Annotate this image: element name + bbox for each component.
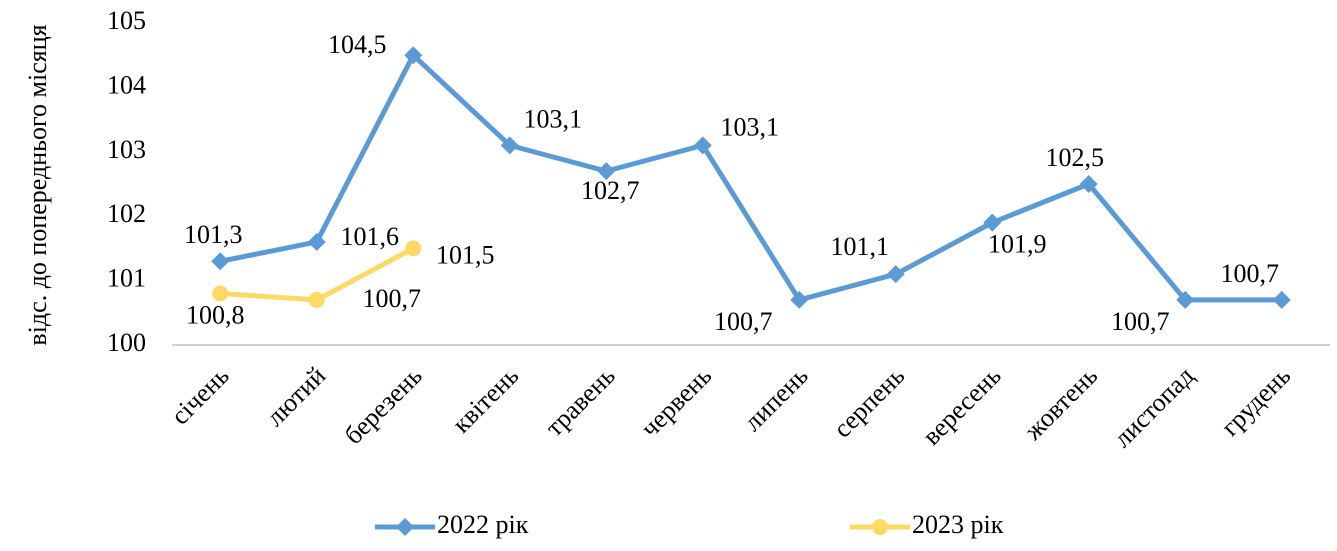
data-label: 100,7	[363, 284, 422, 313]
data-label: 100,7	[1111, 307, 1170, 336]
data-label: 101,5	[436, 240, 495, 269]
point	[405, 240, 422, 257]
data-label: 101,3	[184, 220, 243, 249]
data-label: 104,5	[328, 30, 387, 59]
data-label: 103,1	[721, 112, 780, 141]
y-tick-label: 102	[107, 199, 146, 228]
data-label: 100,7	[1221, 259, 1280, 288]
point	[500, 136, 519, 155]
data-label: 101,9	[988, 230, 1047, 259]
x-tick-label: січень	[165, 361, 235, 431]
x-tick-label: серпень	[828, 361, 911, 444]
x-tick-label: лютий	[260, 361, 331, 432]
data-label: 101,1	[831, 232, 890, 261]
point	[212, 285, 229, 302]
x-tick-label: листопад	[1108, 361, 1200, 453]
legend-marker	[396, 518, 414, 536]
point	[597, 162, 616, 181]
x-tick-label: травень	[540, 361, 621, 442]
point	[211, 252, 230, 271]
data-label: 100,8	[186, 300, 245, 329]
series-line	[219, 52, 1282, 303]
data-label: 100,7	[714, 307, 773, 336]
data-label: 101,6	[341, 222, 400, 251]
point	[404, 46, 423, 65]
x-tick-label: жовтень	[1018, 361, 1103, 446]
y-axis-label: відс. до попереднього місяця	[23, 24, 52, 345]
point	[886, 265, 905, 284]
x-tick-label: липень	[738, 361, 814, 437]
point	[307, 232, 326, 251]
point	[983, 213, 1002, 232]
x-tick-label: квітень	[447, 361, 525, 439]
x-tick-label: вересень	[917, 361, 1007, 451]
data-label: 102,5	[1046, 143, 1105, 172]
data-label: 103,1	[524, 104, 583, 133]
data-label: 102,7	[581, 176, 640, 205]
y-tick-label: 104	[107, 70, 146, 99]
point	[1176, 290, 1195, 309]
point	[1079, 175, 1098, 193]
legend-label: 2022 рік	[437, 510, 529, 539]
legend-label: 2023 рік	[912, 510, 1004, 539]
y-tick-label: 100	[107, 328, 146, 357]
x-tick-label: червень	[635, 361, 717, 443]
x-tick-label: березень	[339, 361, 428, 450]
point	[790, 290, 809, 309]
x-tick-label: грудень	[1215, 361, 1296, 442]
point	[1272, 290, 1291, 309]
y-tick-label: 103	[107, 135, 146, 164]
point	[308, 291, 325, 308]
y-tick-label: 101	[107, 264, 146, 293]
point	[693, 136, 712, 155]
legend-marker	[872, 519, 888, 535]
y-tick-label: 105	[107, 6, 146, 35]
